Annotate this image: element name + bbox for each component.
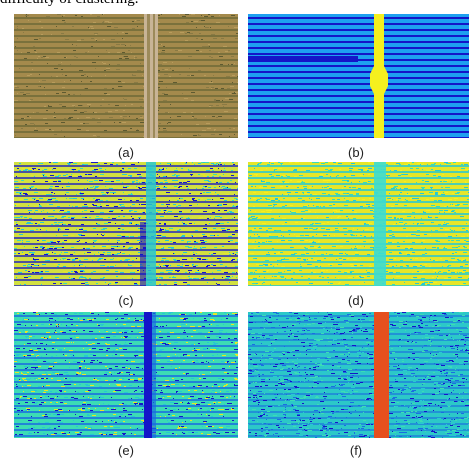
panel-c-image	[14, 162, 238, 286]
panel-f-image	[248, 312, 469, 438]
panel-e-image	[14, 312, 238, 438]
panel-b-caption: (b)	[348, 145, 364, 160]
panel-d-caption: (d)	[348, 293, 364, 308]
panel-c-caption: (c)	[118, 293, 134, 308]
panel-e-caption: (e)	[118, 443, 134, 458]
panel-a-image	[14, 14, 238, 138]
panel-b-image	[248, 14, 469, 138]
panel-d-image	[248, 162, 469, 286]
panel-a-caption: (a)	[118, 145, 134, 160]
panel-f-caption: (f)	[349, 443, 363, 458]
caption-fragment: difficulty of clustering.	[0, 0, 138, 8]
